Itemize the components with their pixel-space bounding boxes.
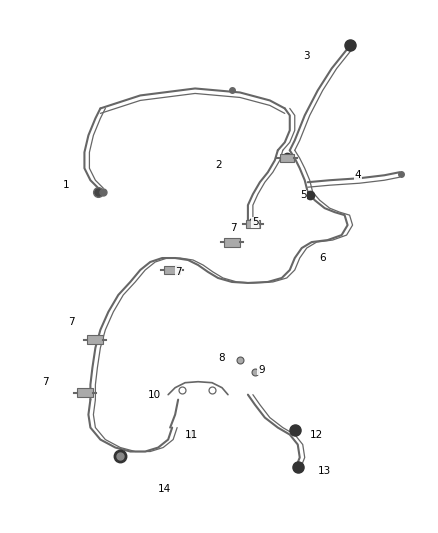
Text: 2: 2	[215, 160, 222, 170]
Text: 13: 13	[318, 466, 331, 477]
Bar	[164, 265, 180, 274]
Bar	[224, 238, 240, 247]
Text: 7: 7	[68, 317, 75, 327]
Text: 10: 10	[148, 390, 161, 400]
Text: 1: 1	[63, 180, 69, 190]
Text: 6: 6	[320, 253, 326, 263]
Text: 5: 5	[300, 190, 306, 200]
Text: 8: 8	[218, 353, 225, 363]
Text: 11: 11	[185, 430, 198, 440]
Bar	[78, 388, 93, 397]
Text: 9: 9	[258, 365, 265, 375]
Text: 5: 5	[252, 217, 258, 227]
Text: 14: 14	[158, 484, 171, 495]
Text: 4: 4	[355, 170, 361, 180]
Text: 7: 7	[230, 223, 237, 233]
Text: 12: 12	[310, 430, 323, 440]
Text: 7: 7	[175, 267, 182, 277]
Bar	[280, 154, 294, 162]
Bar	[246, 220, 260, 228]
Text: 7: 7	[42, 377, 49, 387]
Text: 3: 3	[303, 51, 309, 61]
Bar	[88, 335, 103, 344]
